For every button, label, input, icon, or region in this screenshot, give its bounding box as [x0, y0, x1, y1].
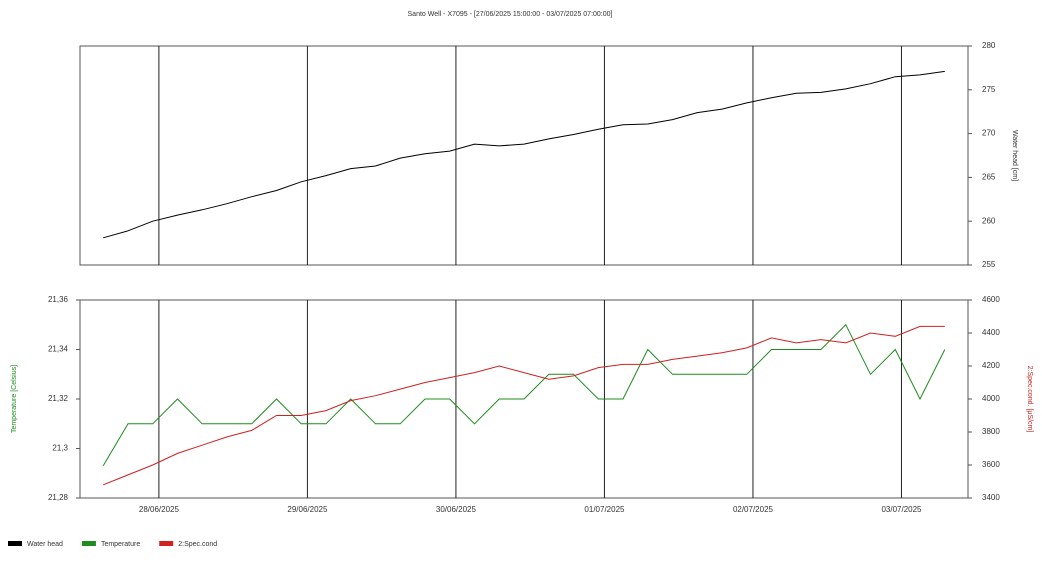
y2-tick-label: 4600 [982, 295, 1000, 304]
y-axis-label: Water head [cm] [1011, 130, 1018, 181]
plot-frame [79, 45, 969, 266]
series-line [103, 70, 945, 239]
x-tick-label: 29/06/2025 [287, 505, 328, 514]
y-tick-label: 21,36 [48, 295, 69, 304]
legend-swatch [8, 541, 22, 546]
y2-tick-label: 4400 [982, 328, 1000, 337]
y-tick-label: 21,32 [48, 394, 69, 403]
y-tick-label: 21,3 [52, 444, 68, 453]
y-tick-label: 270 [982, 129, 996, 138]
y-tick-label: 21,28 [48, 493, 69, 502]
y-axis-label: Temperature [Celsius] [11, 365, 18, 433]
y-tick-label: 265 [982, 173, 996, 182]
y-tick-label: 21,34 [48, 345, 69, 354]
legend-label: Water head [27, 541, 63, 548]
y-tick-label: 280 [982, 41, 996, 50]
y2-tick-label: 3400 [982, 493, 1000, 502]
legend-label: 2:Spec.cond [178, 541, 217, 548]
y-tick-label: 260 [982, 216, 996, 225]
y2-tick-label: 3600 [982, 460, 1000, 469]
x-tick-label: 02/07/2025 [733, 505, 774, 514]
x-tick-label: 03/07/2025 [881, 505, 922, 514]
x-tick-label: 28/06/2025 [139, 505, 180, 514]
legend-swatch [159, 541, 174, 546]
y2-tick-label: 4000 [982, 394, 1000, 403]
y-tick-label: 275 [982, 85, 996, 94]
y-tick-label: 255 [982, 260, 996, 269]
legend-label: Temperature [101, 541, 140, 548]
y2-tick-label: 4200 [982, 361, 1000, 370]
x-tick-label: 01/07/2025 [584, 505, 625, 514]
y2-axis-label: 2:Spec.cond. [µS/cm] [1026, 366, 1033, 433]
chart-title: Santo Well - X7095 - [27/06/2025 15:00:0… [408, 11, 613, 18]
series-line [103, 325, 945, 486]
series-line [102, 323, 946, 467]
x-tick-label: 30/06/2025 [436, 505, 477, 514]
y2-tick-label: 3800 [982, 427, 1000, 436]
legend-swatch [81, 541, 96, 546]
